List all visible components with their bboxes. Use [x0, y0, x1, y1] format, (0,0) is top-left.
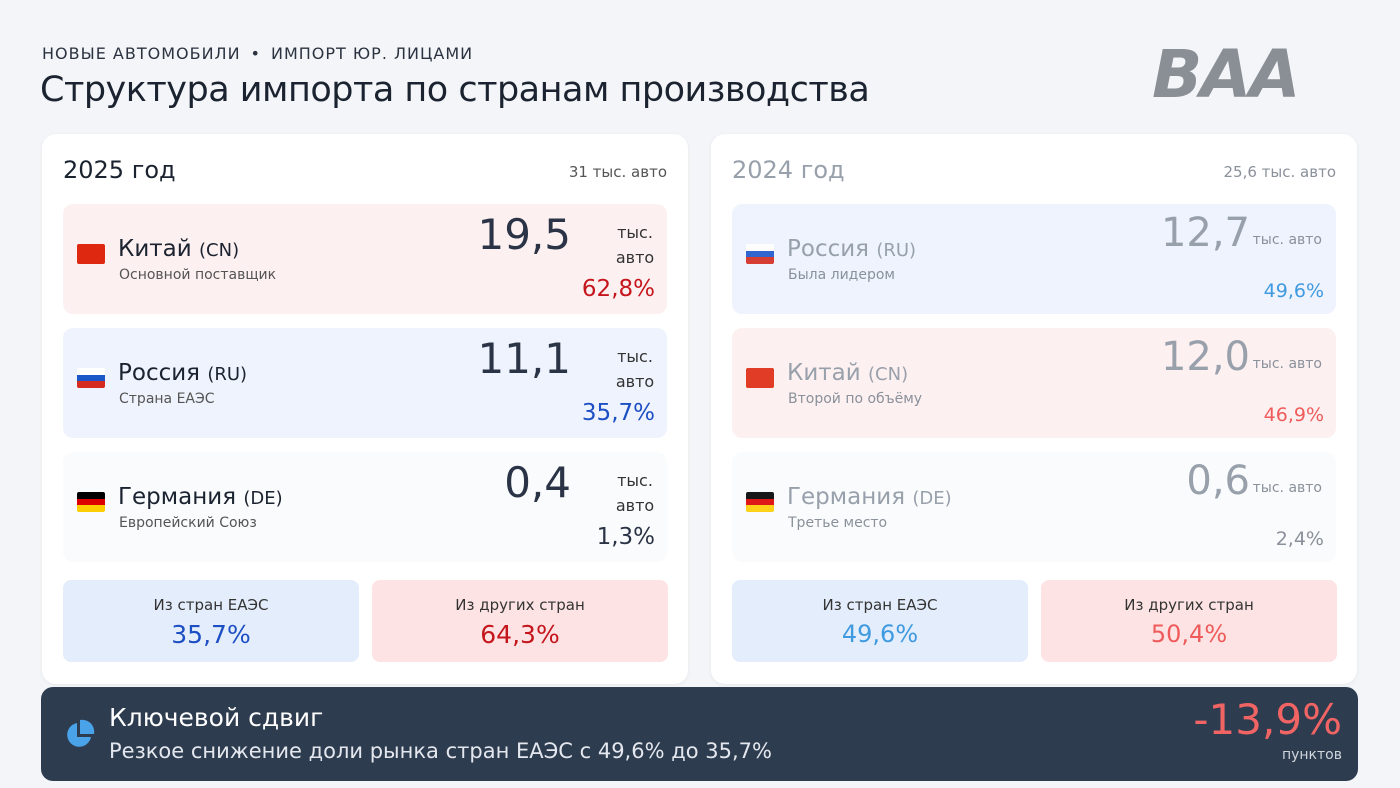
flag-stripe	[746, 244, 774, 251]
summary-value: 64,3%	[480, 620, 560, 649]
volume: 11,1	[477, 334, 571, 383]
summary-box: Из других стран 64,3%	[372, 580, 668, 662]
kicker-sep: •	[250, 44, 261, 63]
country-code: (RU)	[207, 364, 248, 385]
country-card: Россия (RU) Страна ЕАЭС 11,1 тыс. авто 35,7%	[63, 328, 667, 438]
flag-stripe	[746, 250, 774, 258]
volume-unit: тыс. авто	[615, 347, 655, 391]
page-title: Структура импорта по странам производств…	[40, 70, 870, 110]
volume-unit: тыс. авто	[615, 471, 655, 515]
summary-label: Из стран ЕАЭС	[153, 596, 269, 614]
volume: 0,4	[504, 458, 571, 507]
volume-unit: тыс. авто	[1252, 232, 1322, 248]
flag-stripe	[77, 244, 105, 264]
panel-year: 2024 год	[732, 156, 845, 184]
country-label: Россия	[118, 360, 201, 386]
logo: BAA	[1152, 36, 1300, 113]
footer-delta-unit: пунктов	[1281, 747, 1342, 763]
share: 2,4%	[1275, 528, 1324, 550]
country-code: (CN)	[868, 364, 909, 385]
country-note: Третье место	[788, 515, 888, 531]
country-code: (DE)	[912, 488, 952, 509]
flag-stripe	[746, 257, 774, 264]
flag-stripe	[77, 381, 105, 388]
volume: 19,5	[477, 210, 571, 259]
country-name: Китай (CN)	[787, 360, 908, 386]
flag	[77, 244, 105, 264]
footer: Ключевой сдвиг Резкое снижение доли рынк…	[41, 687, 1358, 781]
summary-box: Из стран ЕАЭС 35,7%	[63, 580, 359, 662]
flag	[77, 368, 105, 388]
country-label: Китай	[787, 360, 861, 386]
flag-stripe	[77, 505, 105, 512]
share: 49,6%	[1263, 280, 1324, 302]
summary-label: Из стран ЕАЭС	[822, 596, 938, 614]
summary-box: Из других стран 50,4%	[1041, 580, 1337, 662]
country-card: Китай (CN) Второй по объёму 12,0 тыс. авто 4…	[732, 328, 1336, 438]
volume: 12,7	[1160, 210, 1250, 256]
share: 46,9%	[1263, 404, 1324, 426]
volume-unit: тыс. авто	[1252, 356, 1322, 372]
country-card: Германия (DE) Третье место 0,6 тыс. авто 2,4…	[732, 452, 1336, 562]
volume-unit: тыс. авто	[615, 223, 655, 267]
country-code: (RU)	[876, 240, 917, 261]
flag	[746, 492, 774, 512]
country-label: Китай	[118, 236, 192, 262]
country-name: Германия (DE)	[787, 484, 952, 510]
flag-stripe	[77, 492, 105, 499]
footer-delta: -13,9%	[1193, 695, 1342, 744]
panel-total: 31 тыс. авто	[568, 163, 667, 181]
country-card: Россия (RU) Была лидером 12,7 тыс. авто 49,6…	[732, 204, 1336, 314]
share: 62,8%	[581, 276, 655, 302]
flag-stripe	[746, 498, 774, 506]
country-note: Второй по объёму	[788, 391, 923, 407]
country-name: Россия (RU)	[787, 236, 916, 262]
summary-label: Из других стран	[1124, 596, 1254, 614]
flag-stripe	[77, 368, 105, 375]
kicker-right: ИМПОРТ ЮР. ЛИЦАМИ	[270, 44, 474, 63]
flag	[77, 492, 105, 512]
flag-stripe	[77, 498, 105, 506]
country-note: Страна ЕАЭС	[119, 391, 215, 407]
year-panel: 2024 год 25,6 тыс. авто Россия (RU) Была ли…	[711, 134, 1357, 684]
country-name: Китай (CN)	[118, 236, 239, 262]
share: 1,3%	[596, 524, 655, 550]
country-name: Россия (RU)	[118, 360, 247, 386]
country-note: Основной поставщик	[119, 267, 277, 283]
summary-value: 35,7%	[171, 620, 251, 649]
country-note: Была лидером	[788, 267, 895, 283]
volume: 0,6	[1186, 458, 1250, 504]
flag-stripe	[746, 492, 774, 499]
country-label: Россия	[787, 236, 870, 262]
summary-label: Из других стран	[455, 596, 585, 614]
country-card: Германия (DE) Европейский Союз 0,4 тыс. авт…	[63, 452, 667, 562]
pie-icon	[67, 719, 95, 747]
panel-year: 2025 год	[63, 156, 176, 184]
panel-total: 25,6 тыс. авто	[1223, 163, 1336, 181]
volume-unit: тыс. авто	[1252, 480, 1322, 496]
flag-stripe	[746, 505, 774, 512]
summary-value: 50,4%	[1150, 620, 1228, 648]
year-panel: 2025 год 31 тыс. авто Китай (CN) Основной п…	[42, 134, 688, 684]
kicker: НОВЫЕ АВТОМОБИЛИ • ИМПОРТ ЮР. ЛИЦАМИ	[42, 44, 483, 63]
flag-stripe	[746, 368, 774, 388]
country-code: (CN)	[199, 240, 240, 261]
country-label: Германия	[118, 484, 237, 510]
volume: 12,0	[1160, 334, 1250, 380]
country-card: Китай (CN) Основной поставщик 19,5 тыс. авт…	[63, 204, 667, 314]
country-label: Германия	[787, 484, 906, 510]
country-name: Германия (DE)	[118, 484, 283, 510]
country-code: (DE)	[243, 488, 283, 509]
flag	[746, 368, 774, 388]
country-note: Европейский Союз	[119, 515, 257, 531]
footer-title: Ключевой сдвиг	[109, 703, 324, 732]
footer-text: Резкое снижение доли рынка стран ЕАЭС с …	[109, 739, 772, 763]
flag	[746, 244, 774, 264]
kicker-left: НОВЫЕ АВТОМОБИЛИ	[42, 44, 241, 63]
share: 35,7%	[581, 400, 655, 426]
summary-box: Из стран ЕАЭС 49,6%	[732, 580, 1028, 662]
flag-stripe	[77, 374, 105, 382]
summary-value: 49,6%	[841, 620, 919, 648]
